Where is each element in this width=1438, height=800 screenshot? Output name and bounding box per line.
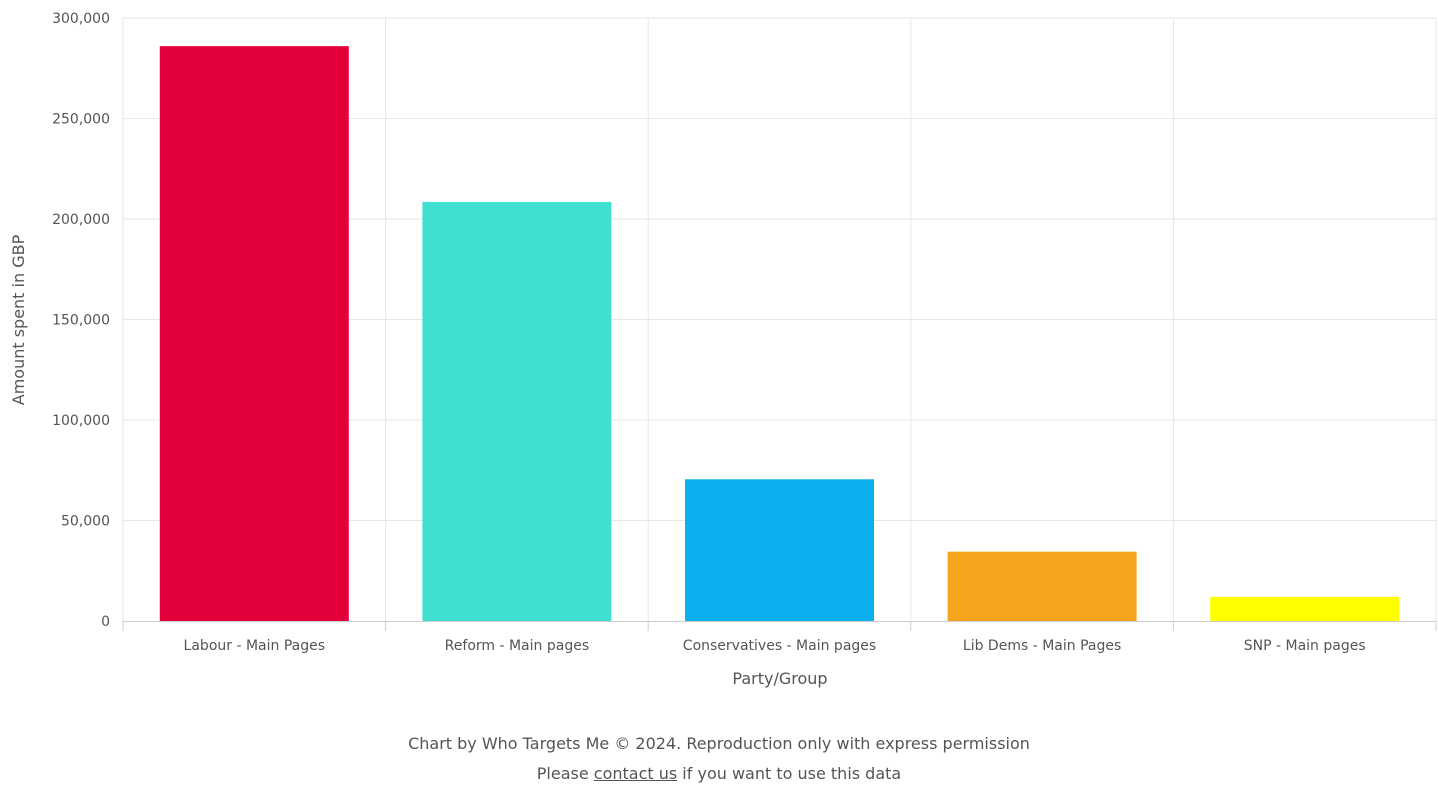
x-tick-label: SNP - Main pages (1244, 638, 1366, 654)
contact-us-link[interactable]: contact us (593, 764, 678, 783)
contact-prefix: Please (536, 764, 594, 783)
x-tick-label: Conservatives - Main pages (683, 638, 876, 654)
y-tick-labels: 0 50,000 100,000 150,000 200,000 250,000 300,0… (52, 11, 110, 630)
y-tick-label: 50,000 (61, 514, 110, 530)
axes (122, 621, 1437, 631)
y-tick-label: 200,000 (52, 212, 110, 228)
y-tick-label: 100,000 (52, 413, 110, 429)
y-tick-label: 250,000 (52, 112, 110, 128)
x-tick-labels: Labour - Main Pages Reform - Main pages Co… (184, 638, 1366, 654)
bar-lib-dems-main-pages[interactable] (947, 551, 1137, 621)
y-tick-label: 0 (101, 614, 110, 630)
bar-labour-main-pages[interactable] (159, 46, 349, 621)
contact-line: Please contact us if you want to use thi… (0, 764, 1438, 783)
y-tick-label: 150,000 (52, 313, 110, 329)
y-axis-title: Amount spent in GBP (9, 234, 28, 405)
credit-line: Chart by Who Targets Me © 2024. Reproduc… (0, 734, 1438, 753)
x-tick-label: Lib Dems - Main Pages (963, 638, 1121, 654)
bar-snp-main-pages[interactable] (1210, 596, 1400, 621)
contact-suffix: if you want to use this data (677, 764, 902, 783)
x-axis-title: Party/Group (732, 669, 827, 688)
bar-conservatives-main-pages[interactable] (685, 479, 874, 621)
credit-text: Chart by Who Targets Me © 2024. Reproduc… (408, 734, 1030, 753)
y-tick-label: 300,000 (52, 11, 110, 27)
bar-reform-main-pages[interactable] (422, 201, 612, 622)
bar-chart: 0 50,000 100,000 150,000 200,000 250,000 300,0… (9, 11, 1437, 688)
x-tick-label: Reform - Main pages (445, 638, 589, 654)
bars (159, 46, 1400, 622)
x-tick-label: Labour - Main Pages (184, 638, 325, 654)
